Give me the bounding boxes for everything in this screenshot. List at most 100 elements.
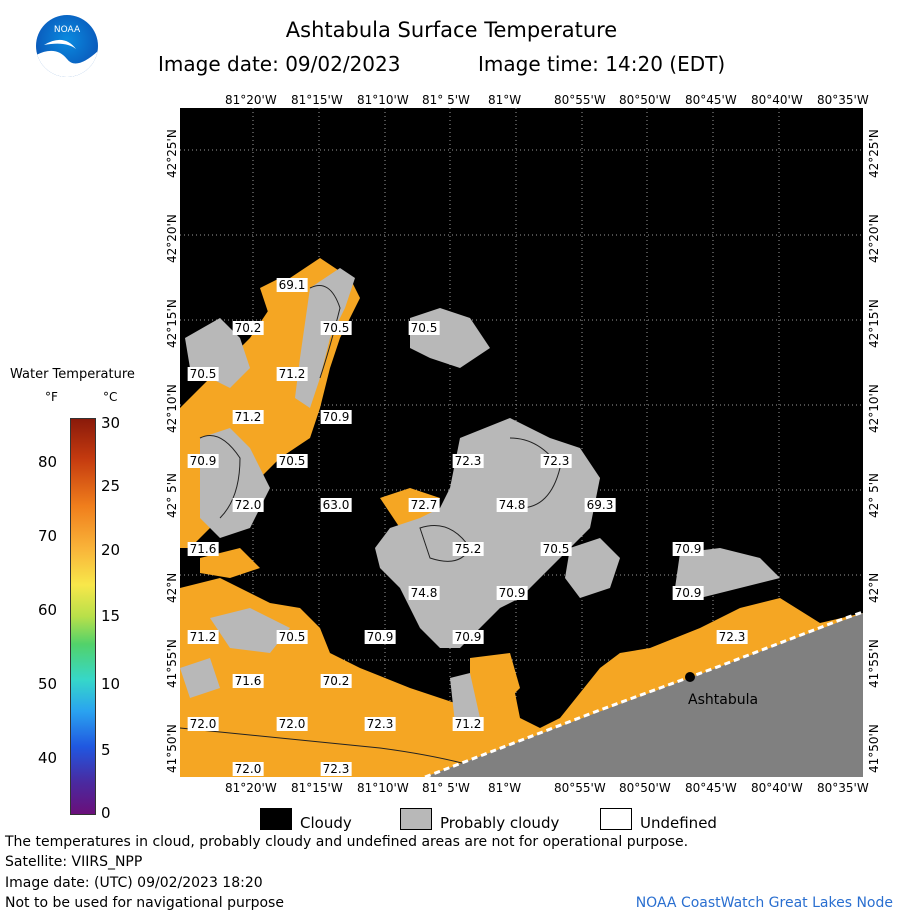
image-time: Image time: 14:20 (EDT) [478, 52, 726, 76]
temperature-label: 72.0 [232, 498, 264, 512]
temperature-label: 75.2 [452, 542, 484, 556]
lat-tick-left: 42°25'N [165, 129, 179, 178]
temperature-label: 72.3 [452, 454, 484, 468]
lon-tick-top: 81°W [488, 93, 522, 107]
footer-satellite: Satellite: VIIRS_NPP [5, 854, 143, 870]
lat-tick-right: 42°10'N [867, 384, 881, 433]
temperature-label: 71.2 [452, 717, 484, 731]
temperature-label: 72.3 [364, 717, 396, 731]
lon-tick-top: 80°45'W [685, 93, 737, 107]
temperature-label: 71.2 [187, 630, 219, 644]
legend-f-tick: 40 [38, 749, 58, 767]
lon-tick-bottom: 80°35'W [817, 781, 869, 795]
lon-tick-bottom: 81°W [488, 781, 522, 795]
temperature-label: 70.5 [408, 321, 440, 335]
image-date: Image date: 09/02/2023 [158, 52, 401, 76]
temperature-colorbar [70, 418, 96, 815]
page-title: Ashtabula Surface Temperature [285, 18, 618, 42]
logo-text: NOAA [53, 25, 81, 35]
temperature-label: 70.9 [320, 410, 352, 424]
legend-title: Water Temperature [10, 367, 135, 382]
temperature-label: 71.6 [187, 542, 219, 556]
contours [180, 285, 561, 769]
key-cloudy-label: Cloudy [300, 814, 352, 832]
legend-c-tick: 15 [101, 607, 121, 625]
legend-f-tick: 80 [38, 453, 58, 471]
lon-tick-top: 80°35'W [817, 93, 869, 107]
noaa-logo: NOAA [36, 15, 98, 77]
lon-tick-bottom: 81°20'W [225, 781, 277, 795]
lon-tick-bottom: 80°50'W [619, 781, 671, 795]
temperature-label: 70.9 [187, 454, 219, 468]
temperature-label: 74.8 [496, 498, 528, 512]
lat-tick-left: 42°10'N [165, 384, 179, 433]
lon-tick-bottom: 81°15'W [291, 781, 343, 795]
legend-c-tick: 0 [101, 804, 111, 822]
temperature-label: 72.3 [716, 630, 748, 644]
legend-c-tick: 5 [101, 741, 111, 759]
temperature-label: 70.9 [672, 542, 704, 556]
lon-tick-top: 81° 5'W [422, 93, 470, 107]
lon-tick-bottom: 80°40'W [751, 781, 803, 795]
temperature-label: 70.9 [672, 586, 704, 600]
credit-text: NOAA CoastWatch Great Lakes Node [635, 895, 893, 911]
lon-tick-top: 80°50'W [619, 93, 671, 107]
temperature-label: 70.9 [452, 630, 484, 644]
temperature-label: 72.0 [232, 762, 264, 776]
lon-tick-bottom: 80°45'W [685, 781, 737, 795]
footer-nav-note: Not to be used for navigational purpose [5, 895, 284, 911]
temperature-label: 70.5 [276, 454, 308, 468]
lon-tick-bottom: 81° 5'W [422, 781, 470, 795]
lon-tick-top: 81°10'W [357, 93, 409, 107]
lon-tick-bottom: 81°10'W [357, 781, 409, 795]
lat-tick-left: 42°N [165, 572, 179, 603]
temperature-label: 70.2 [232, 321, 264, 335]
lon-tick-top: 80°40'W [751, 93, 803, 107]
temperature-label: 74.8 [408, 586, 440, 600]
lat-tick-right: 42° 5'N [867, 473, 881, 518]
legend-c-tick: 25 [101, 477, 121, 495]
temperature-label: 71.2 [232, 410, 264, 424]
temperature-label: 69.3 [584, 498, 616, 512]
lat-tick-left: 42° 5'N [165, 473, 179, 518]
lat-tick-right: 42°N [867, 572, 881, 603]
key-cloudy-swatch [260, 808, 292, 830]
temperature-label: 63.0 [320, 498, 352, 512]
temperature-label: 71.6 [232, 674, 264, 688]
temperature-label: 72.0 [276, 717, 308, 731]
legend-unit-c: °C [103, 390, 118, 404]
lon-tick-top: 80°55'W [554, 93, 606, 107]
key-undefined-label: Undefined [640, 814, 717, 832]
legend-c-tick: 20 [101, 541, 121, 559]
footer-utc-date: Image date: (UTC) 09/02/2023 18:20 [5, 875, 263, 891]
temperature-label: 70.5 [320, 321, 352, 335]
lat-tick-left: 42°15'N [165, 299, 179, 348]
temperature-label: 70.5 [276, 630, 308, 644]
key-undefined-swatch [600, 808, 632, 830]
temperature-label: 72.7 [408, 498, 440, 512]
lat-tick-left: 41°55'N [165, 639, 179, 688]
legend-c-tick: 30 [101, 414, 121, 432]
temperature-label: 70.2 [320, 674, 352, 688]
key-probably-cloudy-label: Probably cloudy [440, 814, 560, 832]
temperature-label: 72.3 [320, 762, 352, 776]
temperature-label: 71.2 [276, 367, 308, 381]
temperature-label: 70.9 [364, 630, 396, 644]
lat-tick-right: 42°25'N [867, 129, 881, 178]
lat-tick-right: 41°55'N [867, 639, 881, 688]
legend-f-tick: 50 [38, 675, 58, 693]
lat-tick-right: 42°15'N [867, 299, 881, 348]
ashtabula-marker [685, 672, 695, 682]
temperature-label: 72.0 [187, 717, 219, 731]
footer-note: The temperatures in cloud, probably clou… [5, 834, 689, 850]
legend-f-tick: 70 [38, 527, 58, 545]
lon-tick-bottom: 80°55'W [554, 781, 606, 795]
temperature-label: 70.5 [540, 542, 572, 556]
lat-tick-left: 41°50'N [165, 724, 179, 773]
temperature-label: 69.1 [276, 278, 308, 292]
temperature-label: 72.3 [540, 454, 572, 468]
legend-c-tick: 10 [101, 675, 121, 693]
legend-f-tick: 60 [38, 601, 58, 619]
key-probably-cloudy-swatch [400, 808, 432, 830]
lat-tick-right: 42°20'N [867, 214, 881, 263]
